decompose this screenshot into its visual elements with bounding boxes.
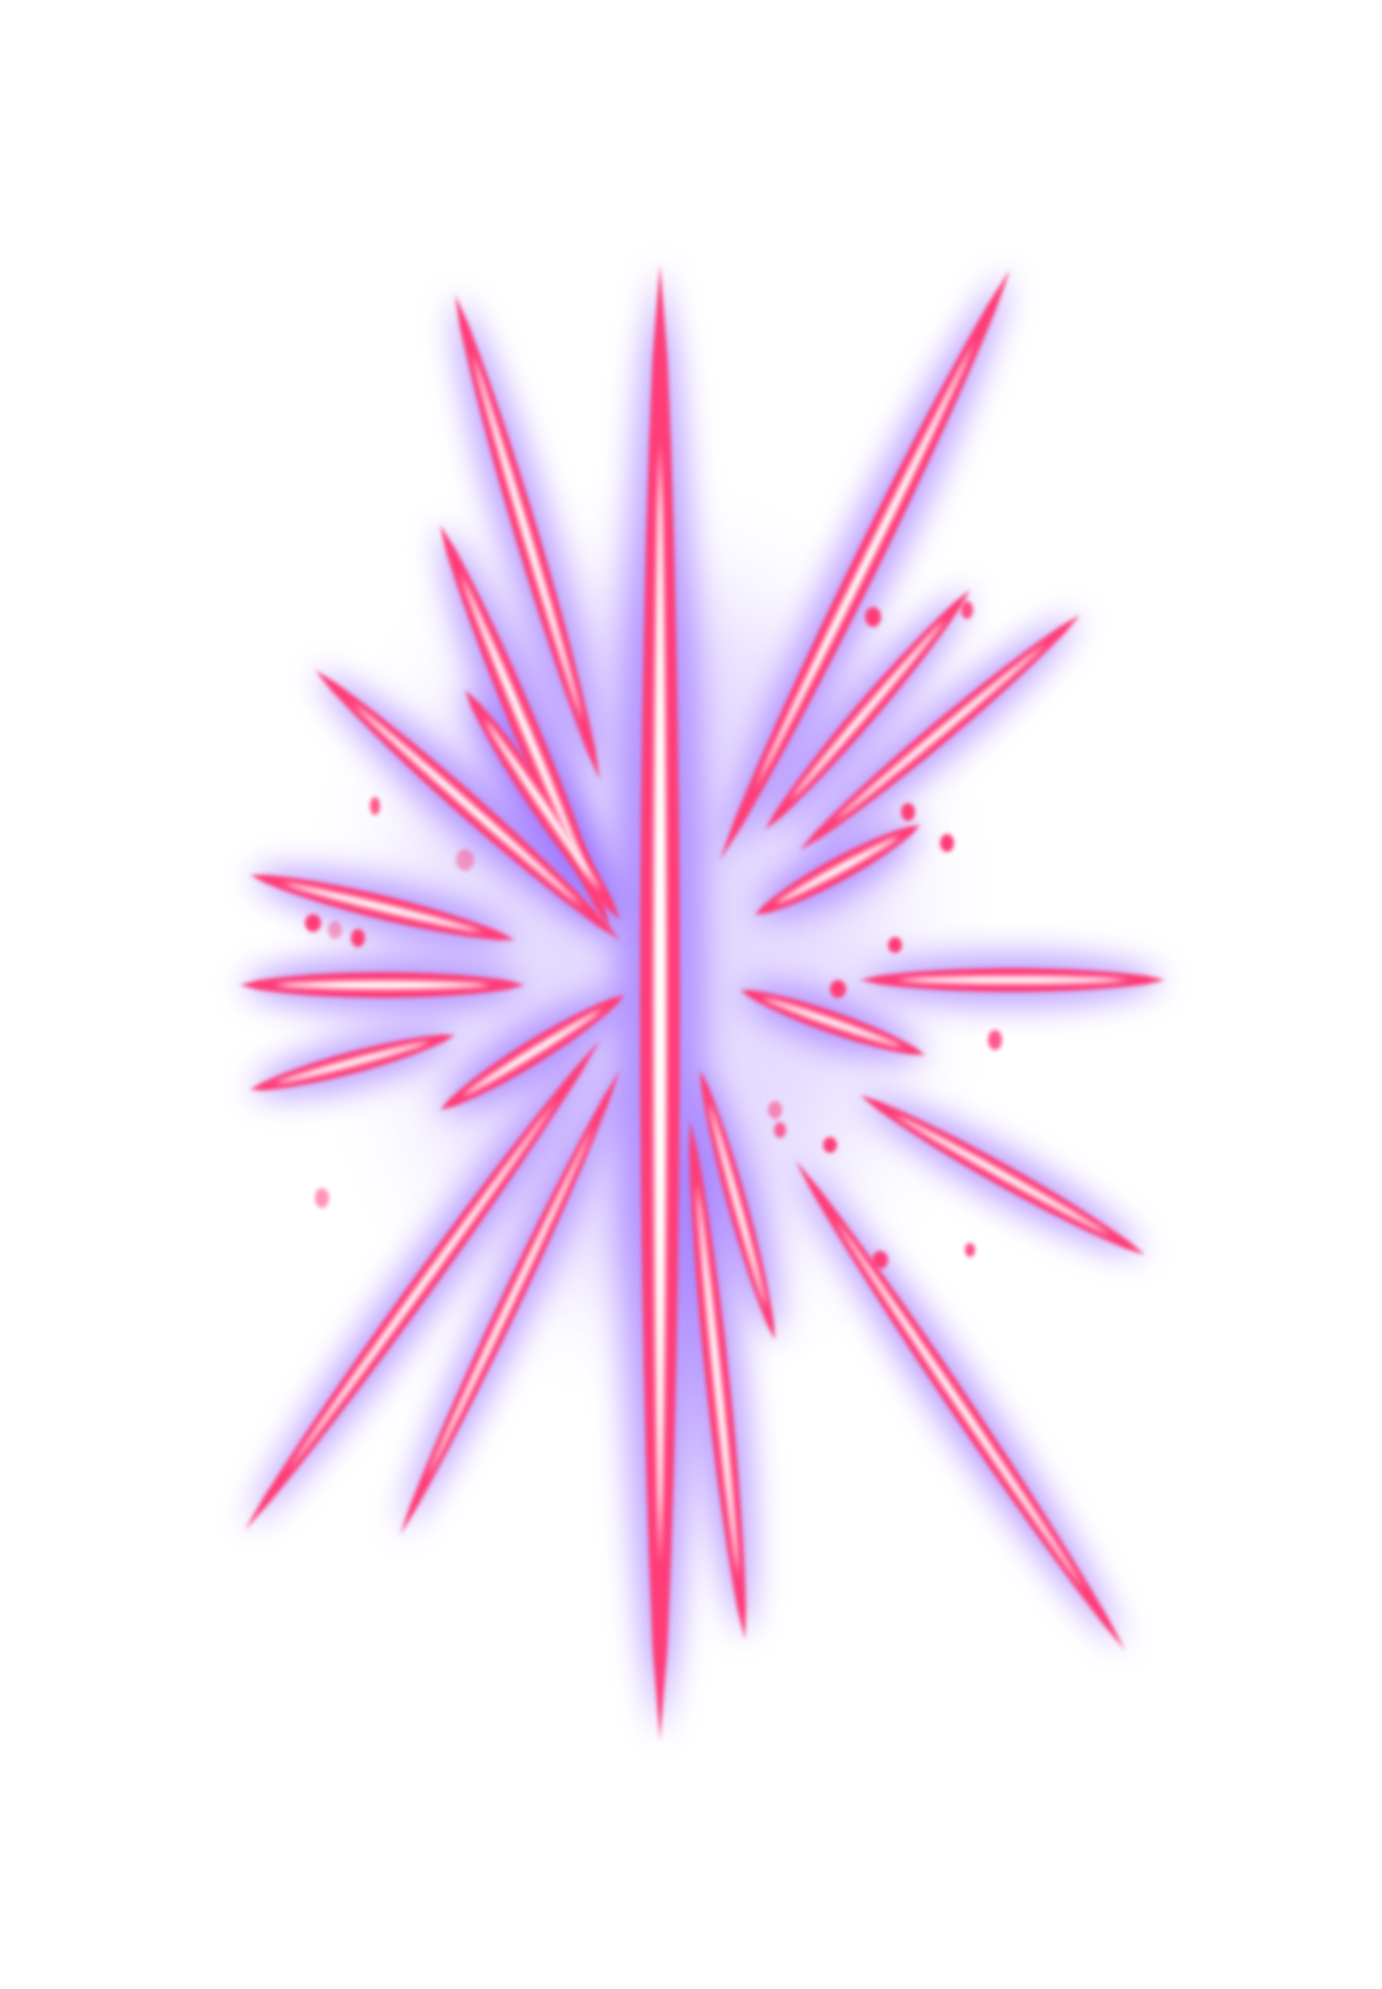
ray-core <box>483 717 602 893</box>
ray-core <box>774 835 901 905</box>
spark-particle <box>988 1030 1002 1050</box>
ray-core <box>789 618 946 802</box>
spark-particle <box>940 834 954 852</box>
ray-core <box>472 353 583 722</box>
ray-core <box>426 1125 594 1480</box>
ray-core <box>274 980 491 990</box>
ray-core <box>754 340 976 790</box>
ray-core <box>709 1102 766 1308</box>
ray-core <box>696 1182 739 1578</box>
ray-core <box>653 442 667 1563</box>
spark-particle <box>328 921 342 939</box>
spark-particle <box>901 803 915 821</box>
ray-core <box>460 573 590 882</box>
ray-core <box>894 1114 1111 1236</box>
ray-core <box>833 643 1047 822</box>
spark-particle <box>888 937 902 953</box>
ray-core <box>281 882 484 933</box>
spark-particle <box>865 607 881 627</box>
spark-particle <box>351 929 365 947</box>
ray-core <box>274 1041 431 1084</box>
ray-core <box>351 702 584 908</box>
spark-particle <box>305 914 321 932</box>
spark-particle <box>774 1122 786 1138</box>
ray-core-layer <box>274 340 1129 1592</box>
spark-particle <box>456 849 474 871</box>
ray-core <box>287 1098 558 1472</box>
spark-particle <box>823 1137 837 1153</box>
spark-particle <box>315 1188 329 1208</box>
ray-core <box>834 1218 1086 1592</box>
ray-core <box>896 976 1129 984</box>
spark-particle <box>961 601 973 619</box>
spark-particle <box>768 1101 782 1119</box>
spark-particle <box>965 1243 975 1257</box>
spark-particle <box>872 1251 888 1269</box>
ray-core <box>462 1008 603 1097</box>
spark-particle <box>830 980 846 998</box>
spark-layer <box>305 601 1002 1269</box>
ray-core <box>762 997 903 1048</box>
spark-particle <box>370 797 380 815</box>
